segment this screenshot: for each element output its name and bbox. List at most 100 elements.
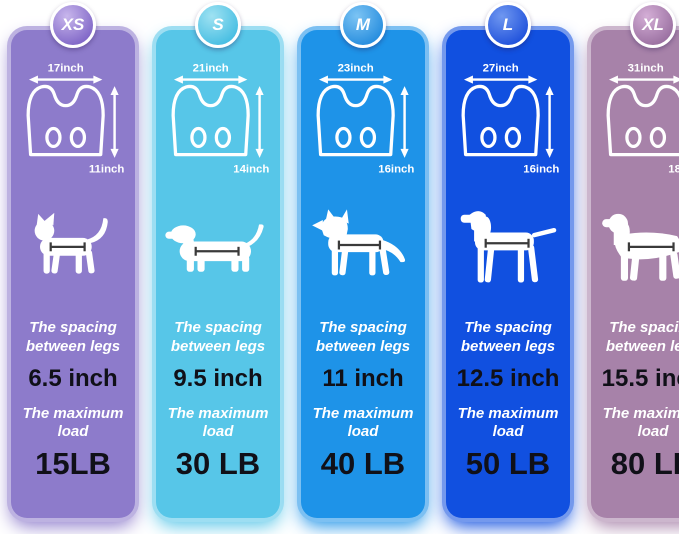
harness-diagram: 31inch 18inch (606, 62, 679, 176)
leg-hole (69, 126, 87, 149)
title-line: The spacing (319, 319, 407, 336)
large-dog-silhouette-icon (460, 210, 557, 283)
spacing-value: 12.5 inch (456, 364, 560, 392)
leg-spacing-measure-line (627, 242, 675, 252)
width-arrow-icon (463, 75, 538, 84)
leg-hole (190, 126, 207, 149)
height-arrow-icon (255, 86, 264, 158)
size-badge-xs: XS (50, 2, 96, 48)
load-value: 50 LB (465, 446, 551, 481)
harness-outline (606, 84, 679, 157)
title-line: between legs (170, 337, 266, 355)
spacing-title: The spacing between legs (461, 319, 555, 357)
harness-diagram: 27inch 16inch (461, 62, 559, 176)
leg-hole (335, 126, 352, 149)
width-arrow-icon (173, 75, 248, 84)
harness-outline (26, 84, 105, 157)
width-arrow-icon (318, 75, 393, 84)
title-line: between legs (460, 337, 556, 355)
title-line: The spacing (464, 319, 552, 336)
title-line: load (202, 423, 234, 441)
harness-diagram: 23inch 16inch (316, 62, 414, 176)
load-value: 80 LB (610, 446, 679, 481)
size-badge-l: L (485, 2, 531, 48)
spacing-value: 11 inch (322, 364, 404, 392)
size-column-s: S 21inch 14inch (152, 2, 284, 522)
harness-width-label: 17inch (48, 62, 84, 74)
harness-width-label: 21inch (193, 62, 229, 74)
leg-hole (214, 126, 232, 149)
title-line: between legs (315, 337, 411, 355)
size-card-xl: 31inch 18inch (587, 26, 679, 522)
load-title: The maximum load (23, 405, 124, 443)
medium-dog-silhouette-icon (312, 209, 406, 276)
harness-height-label: 16inch (378, 164, 414, 176)
spacing-value: 9.5 inch (173, 364, 263, 392)
title-line: The maximum (22, 404, 124, 422)
spacing-title: The spacing between legs (316, 319, 410, 357)
leg-spacing-measure-line (49, 242, 86, 252)
leg-hole (649, 126, 667, 149)
height-arrow-icon (400, 86, 409, 158)
harness-width-label: 23inch (338, 62, 374, 74)
load-value: 30 LB (175, 446, 261, 481)
dachshund-silhouette-icon (165, 224, 264, 272)
size-badge-m: M (340, 2, 386, 48)
longhair-dog-silhouette-icon (602, 213, 679, 281)
size-badge-xl: XL (630, 2, 676, 48)
leg-hole (359, 126, 377, 149)
harness-outline (316, 84, 395, 157)
title-line: load (637, 423, 669, 441)
harness-width-label: 27inch (483, 62, 519, 74)
height-arrow-icon (110, 86, 119, 158)
leg-hole (504, 126, 522, 149)
size-badge-s: S (195, 2, 241, 48)
size-column-l: L 27inch 16inch (442, 2, 574, 522)
size-column-xl: XL 31inch 18inch (587, 2, 679, 522)
load-value: 40 LB (320, 446, 406, 481)
spacing-value: 15.5 inch (601, 364, 679, 392)
load-title: The maximum load (168, 405, 269, 443)
spacing-value: 6.5 inch (28, 364, 118, 392)
size-card-s: 21inch 14inch (152, 26, 284, 522)
width-arrow-icon (28, 75, 103, 84)
size-column-m: M 23inch 16inch (297, 2, 429, 522)
leg-hole (480, 126, 497, 149)
harness-outline (171, 84, 250, 157)
leg-hole (45, 126, 62, 149)
load-value: 15LB (35, 446, 111, 481)
spacing-title: The spacing between legs (606, 319, 679, 357)
leg-spacing-measure-line (194, 246, 240, 256)
spacing-title: The spacing between legs (26, 319, 120, 357)
spacing-title: The spacing between legs (171, 319, 265, 357)
load-title: The maximum load (603, 405, 679, 443)
title-line: The maximum (457, 404, 559, 422)
leg-spacing-measure-line (337, 240, 382, 250)
harness-width-label: 31inch (628, 62, 664, 74)
load-title: The maximum load (313, 405, 414, 443)
harness-diagram: 21inch 14inch (171, 62, 269, 176)
harness-height-label: 18inch (668, 164, 679, 176)
leg-hole (625, 126, 642, 149)
height-arrow-icon (545, 86, 554, 158)
size-card-xs: 17inch 11inch (7, 26, 139, 522)
size-card-l: 27inch 16inch (442, 26, 574, 522)
title-line: The maximum (167, 404, 269, 422)
title-line: load (347, 423, 379, 441)
title-line: The spacing (174, 319, 262, 336)
size-card-m: 23inch 16inch (297, 26, 429, 522)
title-line: The maximum (312, 404, 414, 422)
title-line: load (57, 423, 89, 441)
harness-diagram: 17inch 11inch (26, 62, 125, 176)
size-column-xs: XS 17inch 11inch (7, 2, 139, 522)
harness-height-label: 16inch (523, 164, 559, 176)
harness-height-label: 14inch (233, 164, 269, 176)
title-line: The spacing (609, 319, 679, 336)
load-title: The maximum load (458, 405, 559, 443)
title-line: load (492, 423, 524, 441)
leg-spacing-measure-line (484, 238, 530, 248)
harness-height-label: 11inch (89, 164, 125, 176)
title-line: between legs (25, 337, 121, 355)
title-line: The maximum (602, 404, 679, 422)
